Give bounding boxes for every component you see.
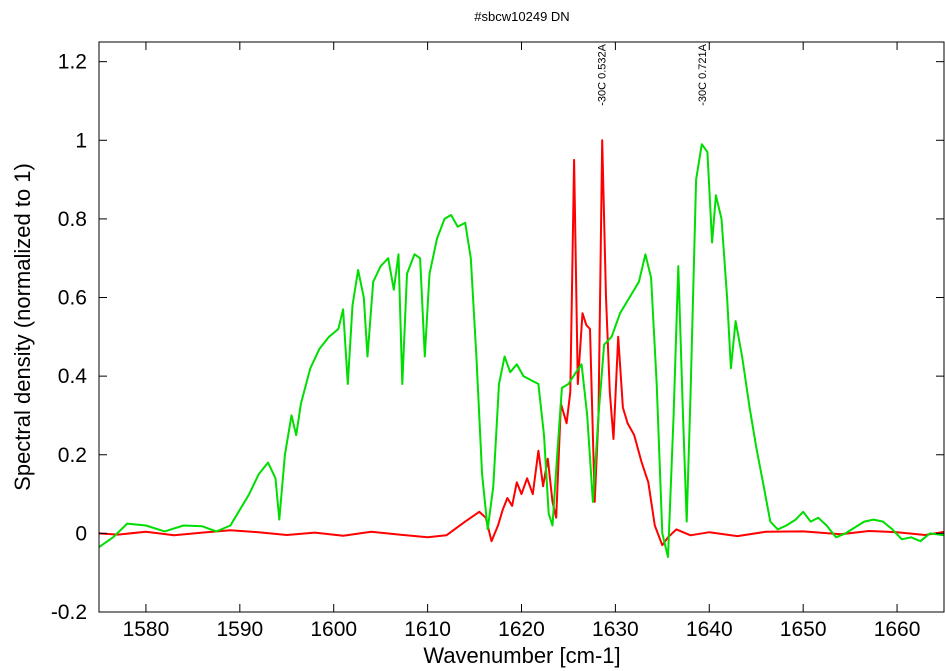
- x-tick-label: 1620: [498, 618, 545, 641]
- y-tick-label: 0.4: [58, 365, 88, 388]
- series-line-2: [99, 143, 944, 558]
- series-layer: [99, 139, 944, 558]
- annotation-layer: -30C 0.532A -30C 0.721A: [596, 43, 709, 105]
- peak-annotation: -30C 0.721A: [697, 43, 709, 105]
- y-tick-label: 0: [75, 522, 87, 545]
- x-tick-label: 1630: [592, 618, 639, 641]
- y-tick-label: 1.2: [58, 51, 87, 74]
- x-axis-title: Wavenumber [cm-1]: [423, 643, 620, 668]
- peak-annotation: -30C 0.532A: [596, 43, 608, 105]
- y-tick-label: 0.2: [58, 444, 87, 467]
- x-tick-label: 1640: [686, 618, 733, 641]
- y-tick-label: 1: [75, 129, 87, 152]
- y-tick-label: 0.8: [58, 208, 87, 231]
- chart-title: #sbcw10249 DN: [474, 9, 569, 24]
- y-tick-label: -0.2: [51, 601, 87, 624]
- y-axis-title: Spectral density (normalized to 1): [10, 163, 35, 491]
- x-tick-label: 1600: [310, 618, 357, 641]
- x-tick-label: 1580: [123, 618, 170, 641]
- x-tick-label: 1650: [780, 618, 827, 641]
- x-tick-label: 1660: [874, 618, 921, 641]
- y-tick-label: 0.6: [58, 287, 87, 310]
- axes-layer: 1580 1590 1600 1610 1620 1630 1640 1650 1660 -0.2…: [51, 41, 945, 641]
- x-tick-label: 1610: [404, 618, 451, 641]
- x-tick-label: 1590: [216, 618, 263, 641]
- series-line-1: [99, 139, 944, 547]
